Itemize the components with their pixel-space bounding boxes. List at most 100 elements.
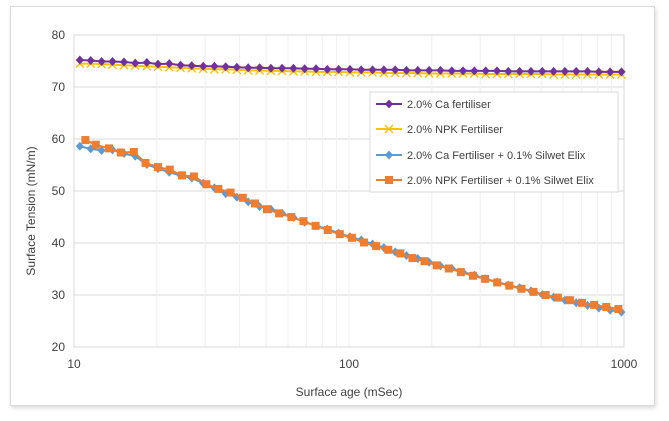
data-point — [444, 264, 453, 273]
data-point — [202, 180, 211, 189]
data-point — [583, 66, 592, 76]
data-point — [129, 148, 138, 156]
y-tick-label: 40 — [52, 236, 66, 250]
data-point — [470, 66, 479, 76]
data-point — [177, 171, 186, 180]
data-point — [255, 63, 264, 73]
data-point — [614, 305, 623, 314]
data-point — [214, 184, 223, 193]
data-point — [131, 58, 140, 68]
data-point — [300, 64, 309, 74]
data-point — [232, 62, 241, 72]
legend-label: 2.0% Ca Fertiliser + 0.1% Silwet Elix — [407, 150, 586, 162]
data-point — [86, 55, 95, 65]
data-point — [436, 65, 445, 75]
data-point — [250, 199, 259, 208]
data-point — [275, 209, 284, 218]
legend: 2.0% Ca fertiliser 2.0% NPK Fertiliser 2.0… — [369, 91, 619, 193]
y-axis-title: Surface Tension (mN/m) — [24, 146, 38, 275]
data-point — [408, 254, 417, 263]
data-point — [432, 261, 441, 270]
y-tick-label: 50 — [52, 184, 66, 198]
data-point — [176, 60, 185, 70]
data-point — [594, 67, 603, 77]
series-4 — [81, 136, 623, 314]
legend-label: 2.0% Ca fertiliser — [407, 99, 491, 111]
data-point — [266, 63, 275, 73]
data-point — [578, 298, 587, 307]
x-tick-label: 1000 — [611, 357, 638, 371]
data-point — [104, 144, 113, 153]
x-tick-label: 10 — [67, 357, 81, 371]
data-point — [606, 67, 615, 77]
legend-item: 2.0% NPK Fertiliser + 0.1% Silwet Elix — [376, 175, 594, 187]
legend-label: 2.0% NPK Fertiliser + 0.1% Silwet Elix — [407, 175, 594, 187]
data-point — [287, 213, 296, 221]
legend-marker — [385, 99, 393, 109]
data-point — [617, 67, 626, 77]
data-point — [153, 163, 162, 172]
data-point — [141, 158, 150, 167]
data-point — [311, 221, 320, 230]
data-point — [384, 245, 393, 254]
data-point — [515, 66, 524, 76]
y-tick-label: 30 — [52, 288, 66, 302]
data-point — [91, 140, 100, 149]
data-point — [526, 66, 535, 76]
data-point — [481, 66, 490, 76]
data-point — [278, 63, 287, 73]
data-point — [81, 136, 90, 145]
data-point — [459, 66, 468, 76]
data-point — [468, 271, 477, 280]
data-point — [226, 188, 235, 197]
y-tick-label: 20 — [52, 340, 66, 354]
data-point — [323, 226, 332, 234]
data-point — [372, 242, 381, 251]
legend-marker — [385, 176, 393, 184]
legend-marker — [384, 124, 394, 134]
data-point — [541, 291, 550, 299]
data-point — [602, 302, 611, 311]
data-point — [323, 64, 332, 74]
data-point — [396, 249, 405, 258]
series-group — [75, 55, 626, 317]
data-point — [425, 65, 434, 75]
data-point — [413, 65, 422, 75]
data-point — [120, 57, 129, 67]
data-point — [334, 64, 343, 74]
legend-item: 2.0% Ca Fertiliser + 0.1% Silwet Elix — [376, 150, 586, 162]
data-point — [529, 287, 538, 296]
data-point — [262, 205, 271, 214]
data-point — [299, 217, 308, 226]
legend-marker — [385, 150, 393, 160]
plot-area — [73, 34, 625, 348]
data-point — [368, 65, 377, 75]
data-point — [517, 284, 526, 293]
data-point — [360, 238, 369, 247]
data-point — [572, 66, 581, 76]
data-point — [165, 165, 174, 174]
data-point — [565, 296, 574, 305]
data-point — [187, 61, 196, 71]
data-point — [357, 65, 366, 75]
x-tick-label: 100 — [339, 357, 359, 371]
plot-border — [73, 34, 625, 348]
data-point — [75, 55, 84, 65]
data-point — [108, 57, 117, 67]
data-point — [347, 233, 356, 242]
y-tick-label: 60 — [52, 132, 66, 146]
data-point — [391, 65, 400, 75]
data-point — [189, 172, 198, 181]
data-point — [493, 278, 502, 287]
data-point — [549, 66, 558, 76]
data-point — [165, 59, 174, 69]
data-point — [153, 59, 162, 69]
data-point — [379, 65, 388, 75]
data-point — [345, 64, 354, 74]
y-axis-ticks: 20 30 40 50 60 70 80 — [52, 28, 66, 354]
data-point — [238, 193, 247, 202]
x-axis-title: Surface age (mSec) — [296, 385, 403, 399]
legend-item: 2.0% NPK Fertiliser — [376, 124, 503, 136]
data-point — [456, 268, 465, 277]
x-axis-ticks: 10 100 1000 — [67, 357, 637, 371]
